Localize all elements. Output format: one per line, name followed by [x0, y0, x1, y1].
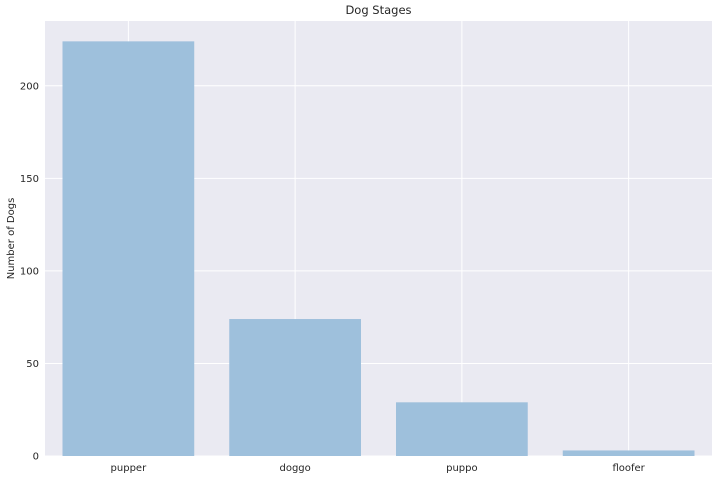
bar-pupper: [62, 41, 195, 457]
y-tick-label: 150: [20, 174, 39, 185]
x-axis-ticks: pupper doggo puppo floofer: [111, 463, 646, 474]
y-tick-label: 0: [33, 452, 39, 463]
x-tick-label: doggo: [279, 463, 310, 474]
bar-floofer: [562, 450, 695, 456]
y-tick-label: 100: [20, 266, 39, 277]
y-axis-label: Number of Dogs: [6, 198, 17, 280]
x-tick-label: puppo: [446, 463, 478, 474]
y-axis-ticks: 0 50 100 150 200: [20, 81, 39, 462]
bar-puppo: [396, 402, 528, 456]
x-tick-label: pupper: [111, 463, 148, 474]
x-tick-label: floofer: [612, 463, 645, 474]
bar-doggo: [229, 319, 361, 456]
y-tick-label: 200: [20, 81, 39, 92]
chart-title: Dog Stages: [345, 3, 411, 17]
bars: [62, 41, 695, 457]
y-tick-label: 50: [26, 359, 39, 370]
